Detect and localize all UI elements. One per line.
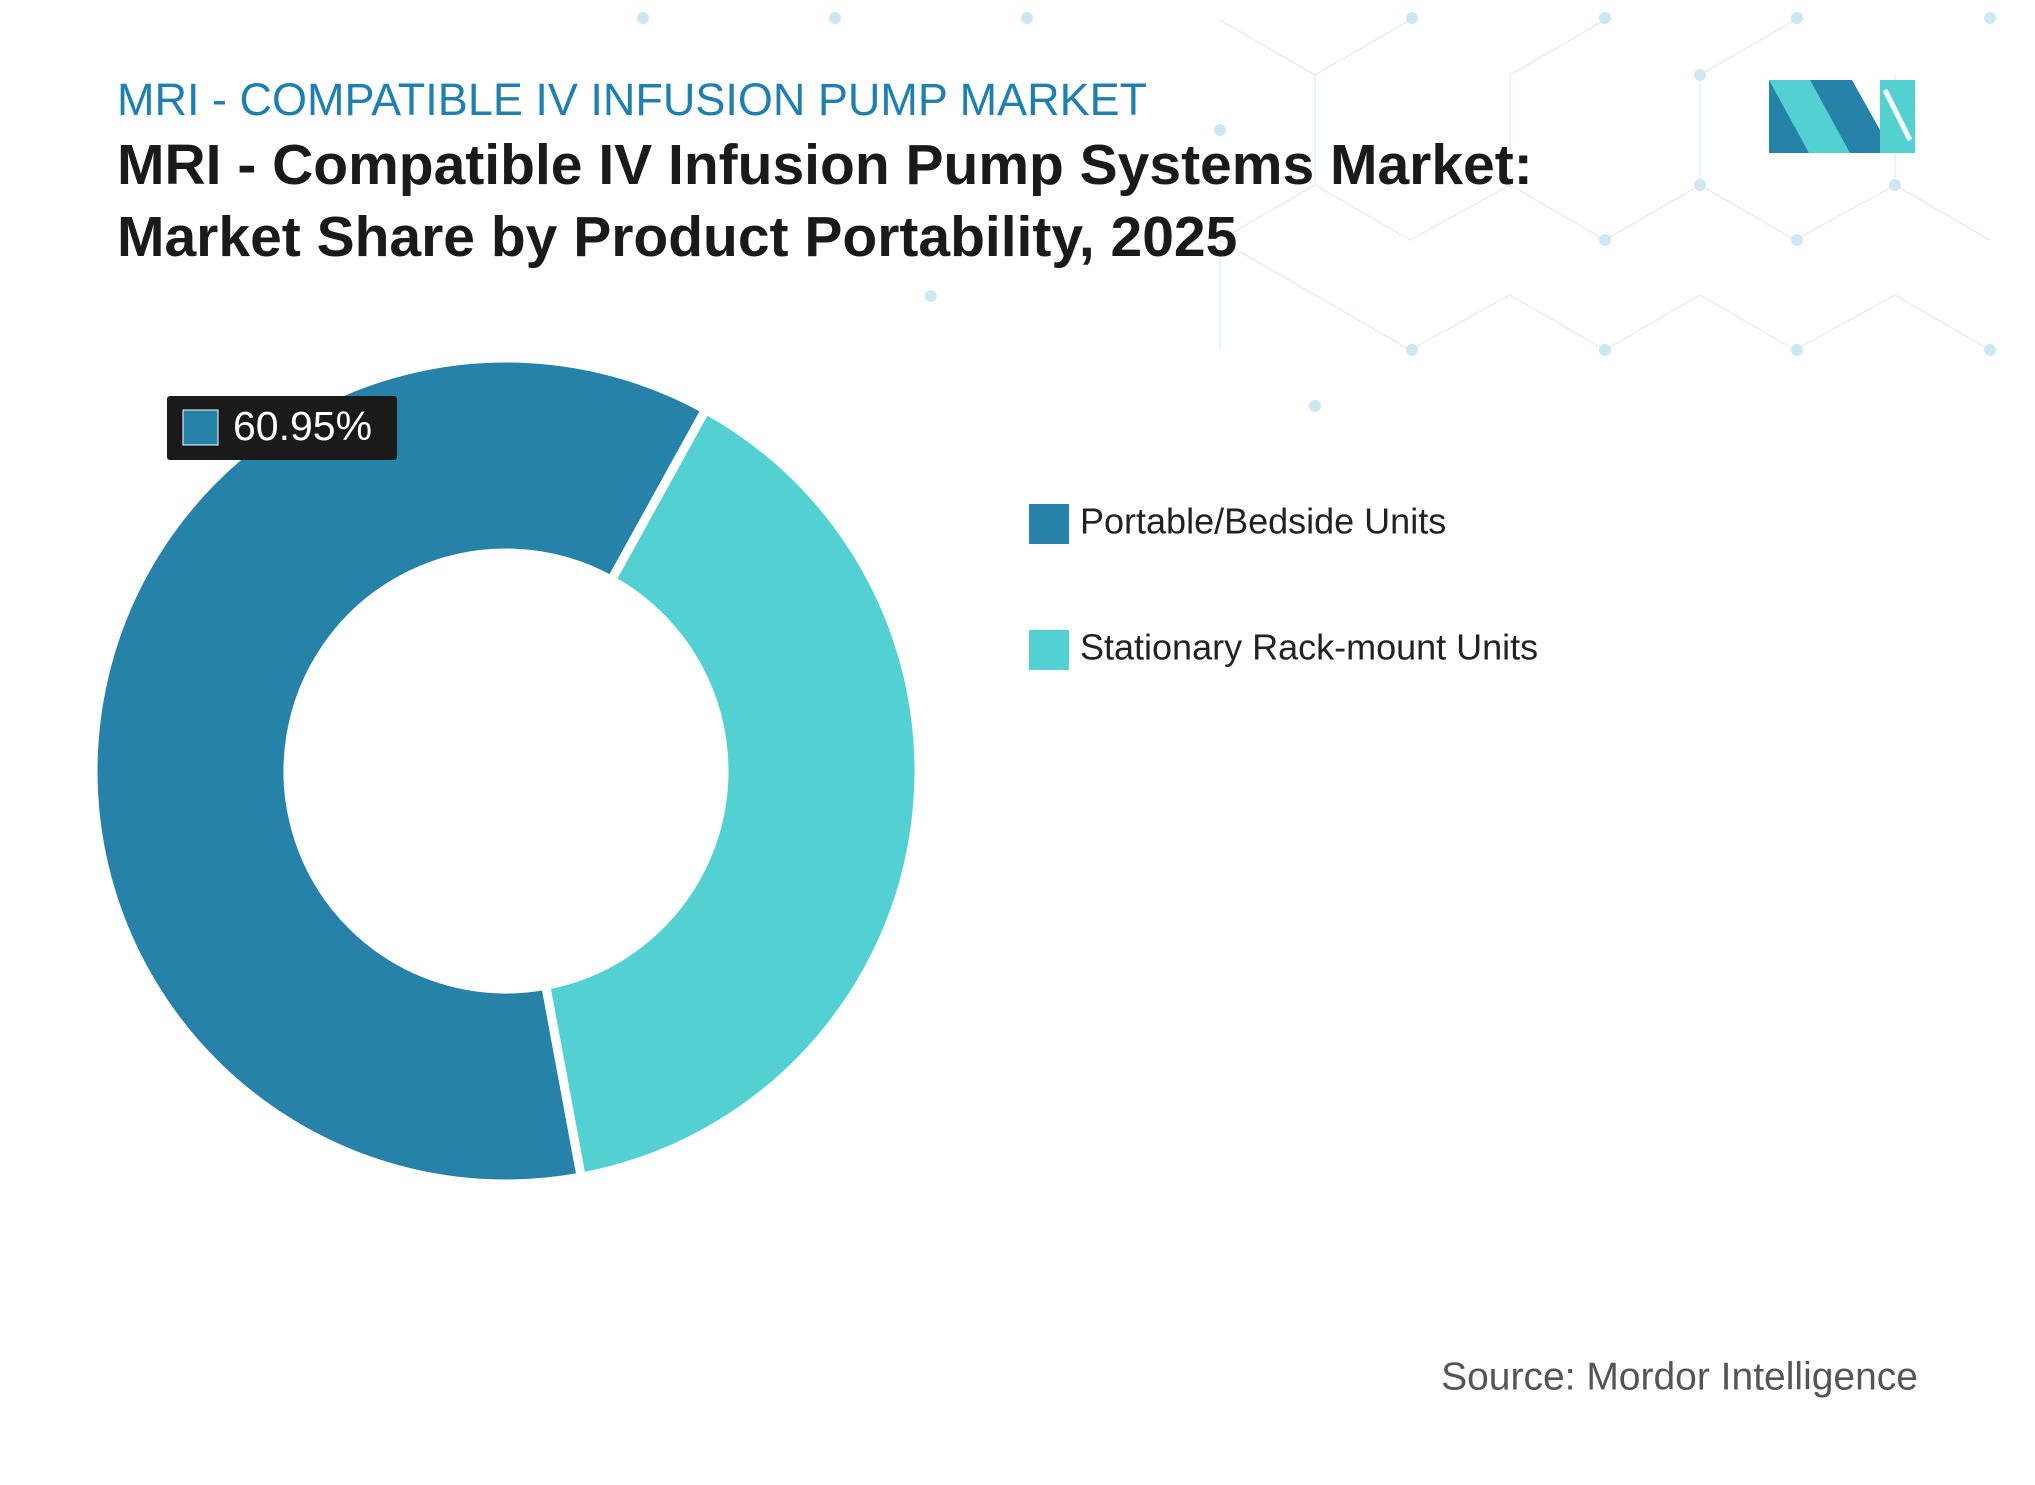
data-label: 60.95% — [233, 403, 372, 449]
legend-swatch — [1029, 504, 1069, 544]
donut-segment — [540, 403, 924, 1183]
background-dots — [637, 12, 1996, 412]
chart-title: Market Share by Product Portability, 202… — [117, 205, 1237, 269]
legend-label: Portable/Bedside Units — [1080, 501, 1446, 542]
data-label-swatch — [182, 409, 219, 446]
legend-swatch — [1029, 630, 1069, 670]
legend-label: Stationary Rack-mount Units — [1080, 627, 1538, 668]
source: Source: Mordor Intelligence — [1441, 1355, 1918, 1398]
chart-subtitle: MRI - COMPATIBLE IV INFUSION PUMP MARKET — [117, 74, 1147, 125]
donut-segment — [88, 353, 712, 1189]
data-label-box — [167, 396, 397, 460]
logo — [1769, 80, 1915, 153]
chart-title: MRI - Compatible IV Infusion Pump System… — [117, 133, 1533, 197]
